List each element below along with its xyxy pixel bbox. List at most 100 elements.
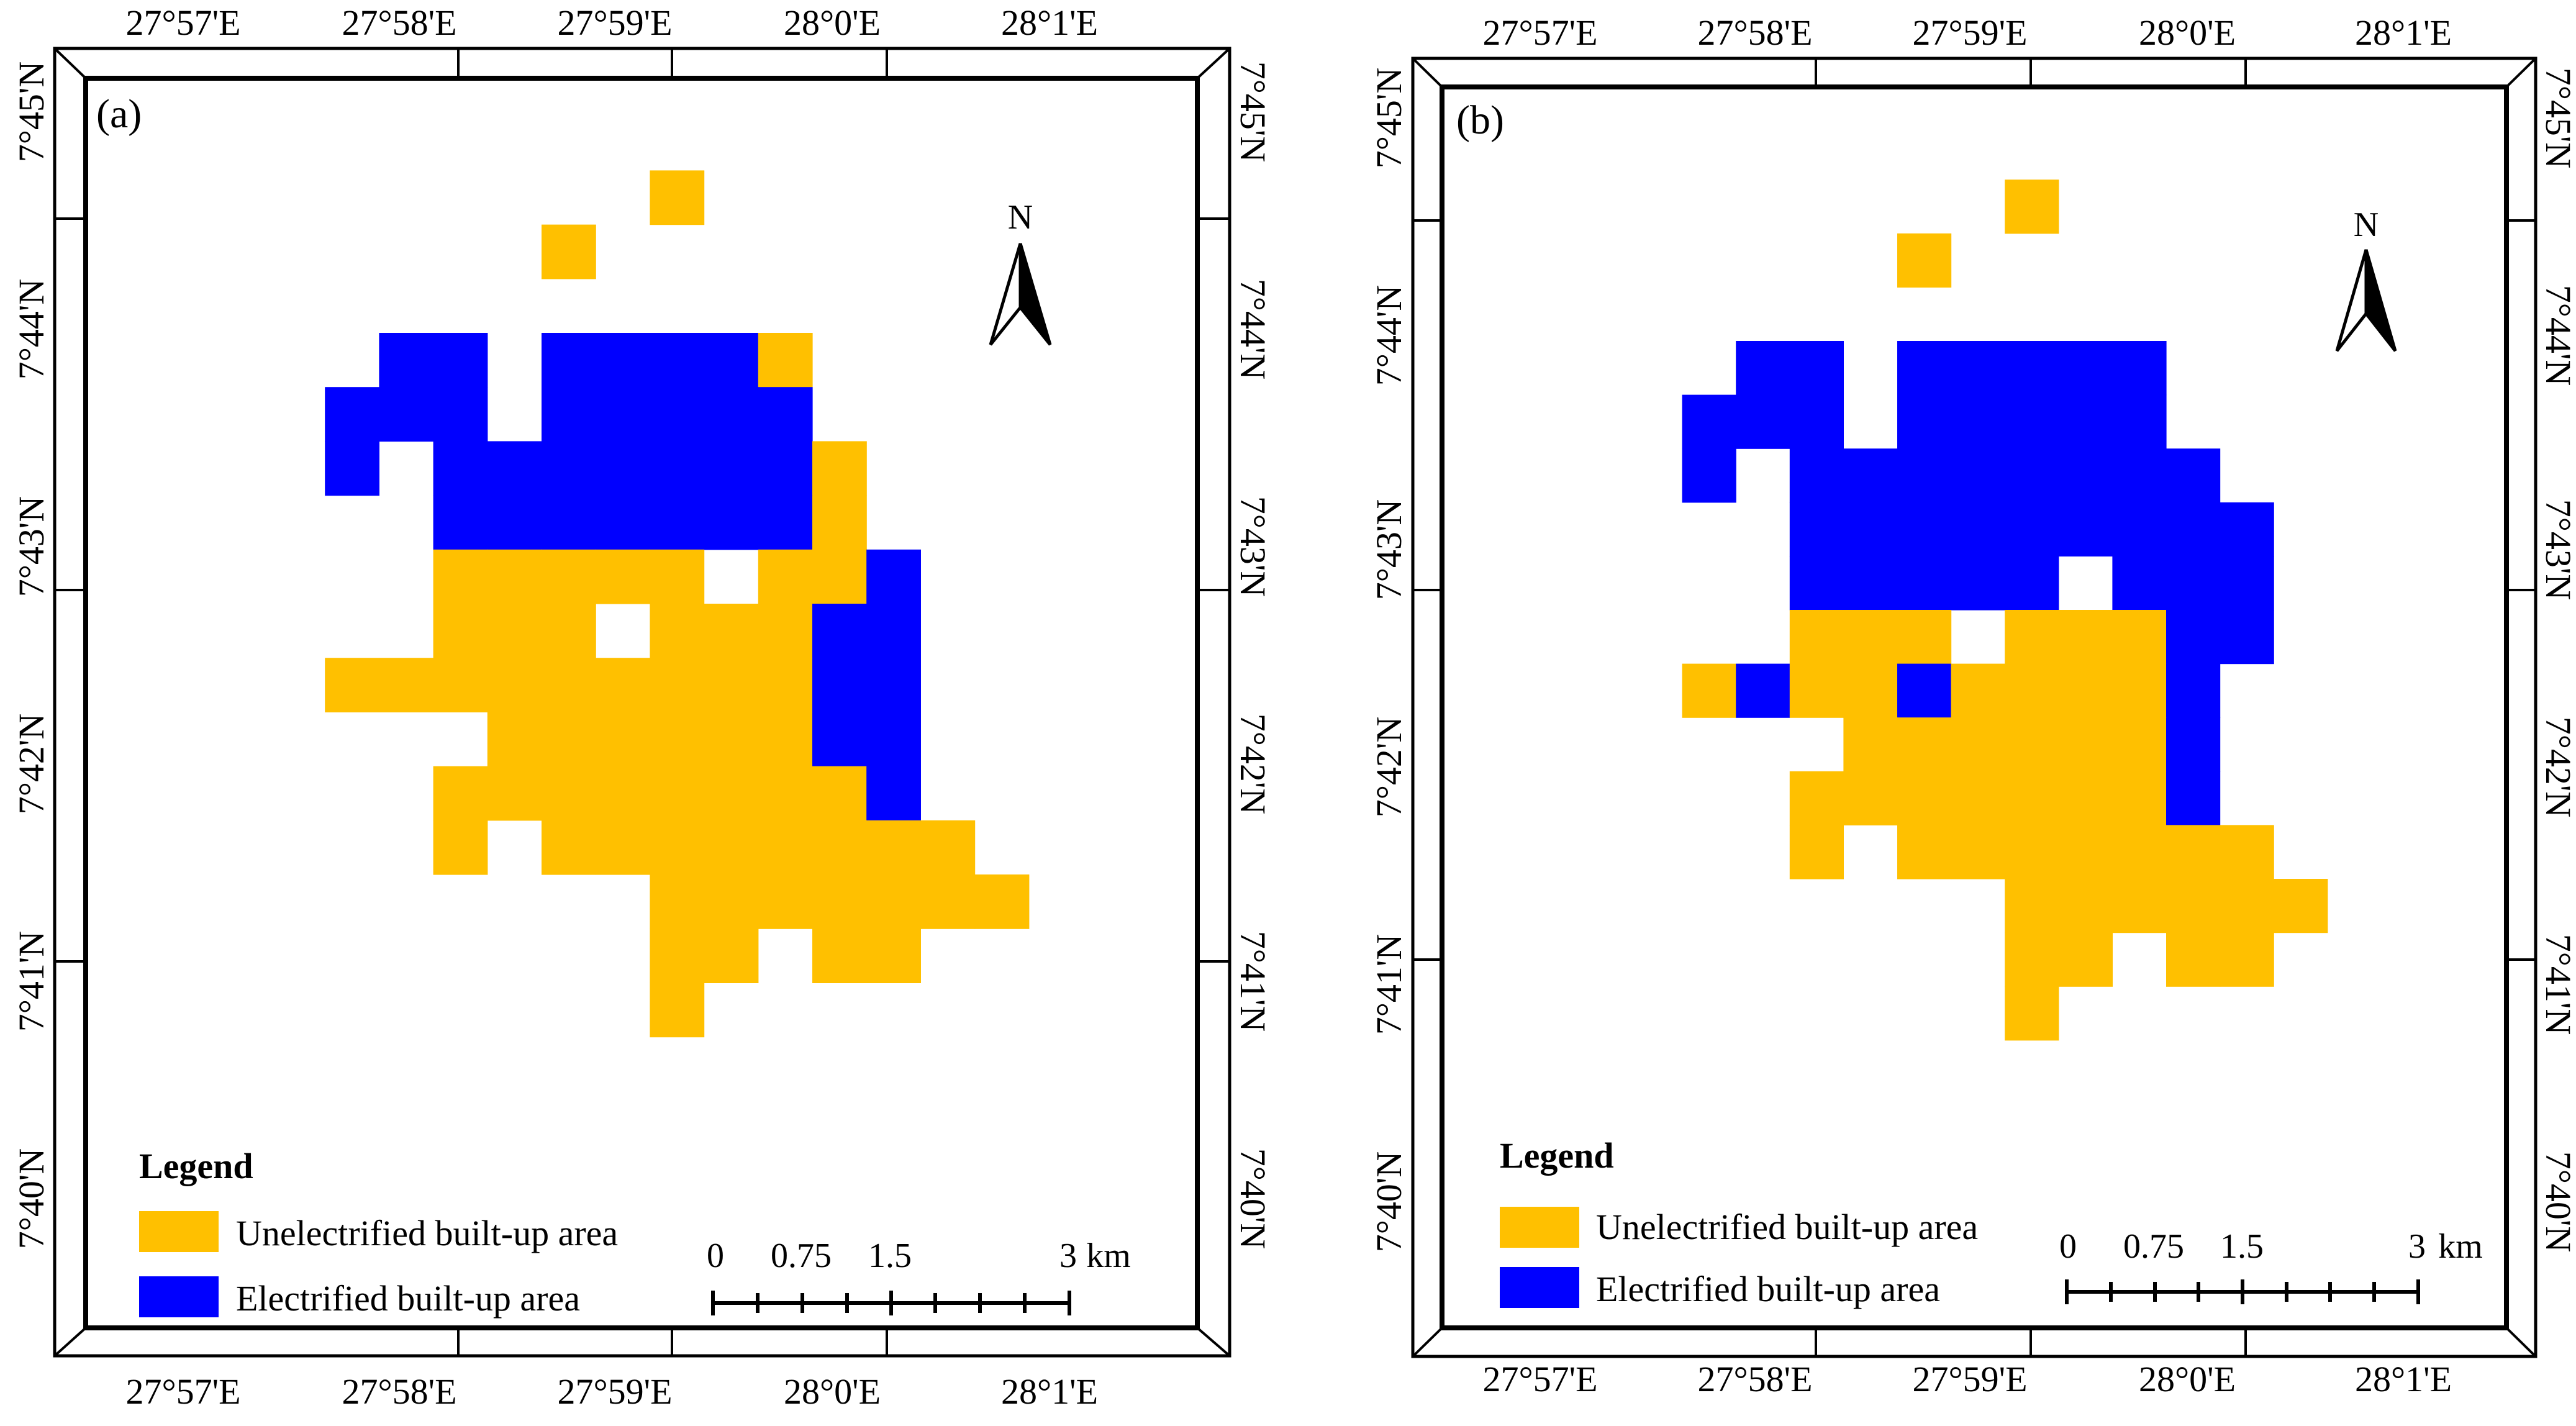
electrified-cell xyxy=(2220,556,2274,611)
legend-swatch-unelectrified xyxy=(1500,1207,1579,1248)
electrified-cell xyxy=(325,387,379,442)
inner-frame xyxy=(83,76,1200,1330)
electrified-cell xyxy=(2220,502,2274,556)
unelectrified-cell xyxy=(542,658,596,712)
lat-label-left: 7°43'N xyxy=(1369,499,1409,601)
map-panel-b: 27°57'E 27°58'E 27°59'E 28°0'E 28°1'E 27… xyxy=(1369,12,2576,1399)
unelectrified-cell xyxy=(2166,879,2221,933)
unelectrified-cell xyxy=(758,820,813,875)
lat-label-left: 7°45'N xyxy=(11,61,52,163)
unelectrified-cell xyxy=(1897,610,1952,665)
scale-bar: 0 0.75 1.5 3 km xyxy=(707,1237,1131,1315)
electrified-cell xyxy=(2005,556,2059,611)
unelectrified-cell xyxy=(542,820,596,875)
lat-label-left: 7°42'N xyxy=(1369,717,1409,818)
scale-tick-label: 3 xyxy=(1059,1237,1077,1275)
electrified-cell xyxy=(379,333,434,388)
unelectrified-cell xyxy=(2005,771,2059,825)
unelectrified-cell xyxy=(2005,932,2059,987)
electrified-cell xyxy=(325,441,379,496)
electrified-cell xyxy=(2112,556,2167,611)
electrified-cell xyxy=(1736,394,1790,449)
unelectrified-cell xyxy=(2220,932,2274,987)
panel-label: (a) xyxy=(96,91,142,137)
electrified-cell xyxy=(704,333,759,388)
electrified-cell xyxy=(1789,341,1844,396)
north-arrow-icon: N xyxy=(989,198,1052,346)
unelectrified-cell xyxy=(1951,825,2005,879)
unelectrified-cell xyxy=(758,712,813,767)
unelectrified-cell xyxy=(487,658,542,712)
electrified-cell xyxy=(1843,556,1898,611)
unelectrified-cell xyxy=(2058,610,2113,665)
lat-label-right: 7°42'N xyxy=(1233,714,1273,815)
svg-text:N: N xyxy=(2354,206,2379,244)
unelectrified-cell xyxy=(596,820,650,875)
electrified-cell xyxy=(2166,448,2221,503)
unelectrified-cell xyxy=(2005,986,2059,1041)
unelectrified-cell xyxy=(1843,663,1898,718)
scale-tick-label: 0 xyxy=(707,1237,724,1275)
unelectrified-cell xyxy=(1843,717,1898,772)
unelectrified-cell xyxy=(812,929,867,983)
unelectrified-cell xyxy=(325,658,379,712)
unelectrified-cell xyxy=(2058,663,2113,718)
electrified-cell xyxy=(2166,663,2221,718)
electrified-cell xyxy=(812,658,867,712)
lon-label-top: 28°1'E xyxy=(2355,12,2452,53)
unelectrified-cell xyxy=(1897,717,1952,772)
unelectrified-cell xyxy=(650,820,705,875)
unelectrified-cell xyxy=(2058,771,2113,825)
electrified-cell xyxy=(1897,502,1952,556)
lat-label-right: 7°41'N xyxy=(1233,931,1273,1032)
legend-swatch-electrified xyxy=(139,1276,219,1317)
electrified-cell xyxy=(758,387,813,442)
unelectrified-cell xyxy=(2058,932,2113,987)
unelectrified-cell xyxy=(1897,233,1952,288)
unelectrified-cell xyxy=(650,170,705,225)
electrified-cell xyxy=(2005,341,2059,396)
unelectrified-cell xyxy=(542,766,596,821)
electrified-cell xyxy=(812,604,867,658)
unelectrified-cell xyxy=(487,549,542,604)
electrified-cell xyxy=(2166,502,2221,556)
lat-label-left: 7°45'N xyxy=(1369,68,1409,169)
unelectrified-cell xyxy=(1951,663,2005,718)
electrified-cell xyxy=(1736,663,1790,718)
lat-label-left: 7°44'N xyxy=(1369,285,1409,386)
lat-label-right: 7°40'N xyxy=(2538,1151,2576,1253)
unelectrified-cell xyxy=(596,658,650,712)
lat-label-right: 7°44'N xyxy=(2538,285,2576,386)
legend-title: Legend xyxy=(1500,1135,1614,1176)
unelectrified-cell xyxy=(542,549,596,604)
electrified-cell xyxy=(596,387,650,442)
unelectrified-cell xyxy=(1843,771,1898,825)
unelectrified-cell xyxy=(650,874,705,929)
unelectrified-cell xyxy=(542,224,596,279)
lon-label-top: 27°57'E xyxy=(125,2,240,43)
unelectrified-cell xyxy=(596,549,650,604)
lon-label-bottom: 27°57'E xyxy=(125,1371,240,1412)
electrified-cell xyxy=(650,441,705,496)
lat-label-left: 7°44'N xyxy=(11,279,52,380)
lon-label-top: 27°58'E xyxy=(342,2,456,43)
electrified-cell xyxy=(2005,448,2059,503)
unelectrified-cell xyxy=(2058,717,2113,772)
legend-label-unelectrified: Unelectrified built-up area xyxy=(1596,1207,1978,1247)
electrified-cell xyxy=(542,333,596,388)
electrified-cell xyxy=(704,441,759,496)
legend-label-electrified: Electrified built-up area xyxy=(236,1278,580,1319)
lat-label-left: 7°41'N xyxy=(11,931,52,1032)
electrified-cell xyxy=(650,495,705,550)
lat-label-right: 7°41'N xyxy=(2538,934,2576,1035)
electrified-cell xyxy=(1682,394,1736,449)
unelectrified-cell xyxy=(596,712,650,767)
electrified-cell xyxy=(542,387,596,442)
legend-label-electrified: Electrified built-up area xyxy=(1596,1269,1940,1309)
electrified-cell xyxy=(1789,394,1844,449)
unelectrified-cell xyxy=(758,549,813,604)
inner-frame xyxy=(1440,84,2509,1330)
unelectrified-cell xyxy=(2220,879,2274,933)
unelectrified-cell xyxy=(704,874,759,929)
unelectrified-cell xyxy=(2112,610,2167,665)
